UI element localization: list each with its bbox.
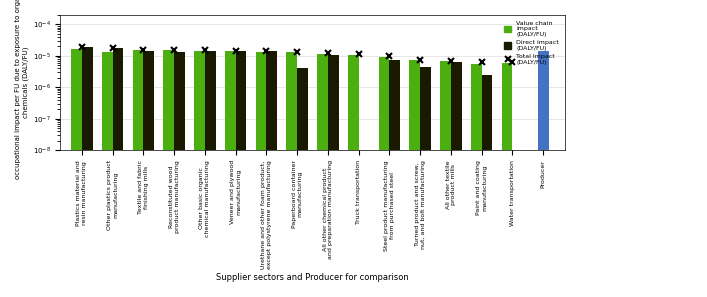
- Bar: [328, 55, 339, 297]
- Bar: [102, 52, 112, 297]
- X-axis label: Supplier sectors and Producer for comparison: Supplier sectors and Producer for compar…: [216, 273, 409, 282]
- Bar: [502, 63, 513, 297]
- Bar: [267, 51, 277, 297]
- Bar: [71, 49, 82, 297]
- Bar: [286, 52, 297, 297]
- Bar: [471, 64, 481, 297]
- Bar: [390, 60, 400, 297]
- Bar: [174, 52, 185, 297]
- Bar: [379, 57, 390, 297]
- Bar: [194, 51, 205, 297]
- Bar: [409, 60, 420, 297]
- Bar: [317, 54, 328, 297]
- Bar: [440, 61, 451, 297]
- Bar: [112, 48, 123, 297]
- Bar: [451, 62, 462, 297]
- Bar: [225, 51, 235, 297]
- Bar: [82, 47, 93, 297]
- Bar: [133, 50, 144, 297]
- Bar: [163, 50, 174, 297]
- Bar: [144, 51, 154, 297]
- Bar: [235, 51, 247, 297]
- Bar: [256, 52, 267, 297]
- Y-axis label: occupational impact per FU due to exposure to organic
chemicals (DALY/FU): occupational impact per FU due to exposu…: [15, 0, 28, 179]
- Bar: [420, 67, 431, 297]
- Bar: [348, 55, 358, 297]
- Bar: [481, 75, 493, 297]
- Legend: Value chain
impact
(DALY/FU), Direct impact
(DALY/FU), Total Impact
(DALY/FU): Value chain impact (DALY/FU), Direct imp…: [501, 18, 561, 68]
- Bar: [297, 69, 308, 297]
- Bar: [538, 51, 549, 297]
- Bar: [205, 51, 216, 297]
